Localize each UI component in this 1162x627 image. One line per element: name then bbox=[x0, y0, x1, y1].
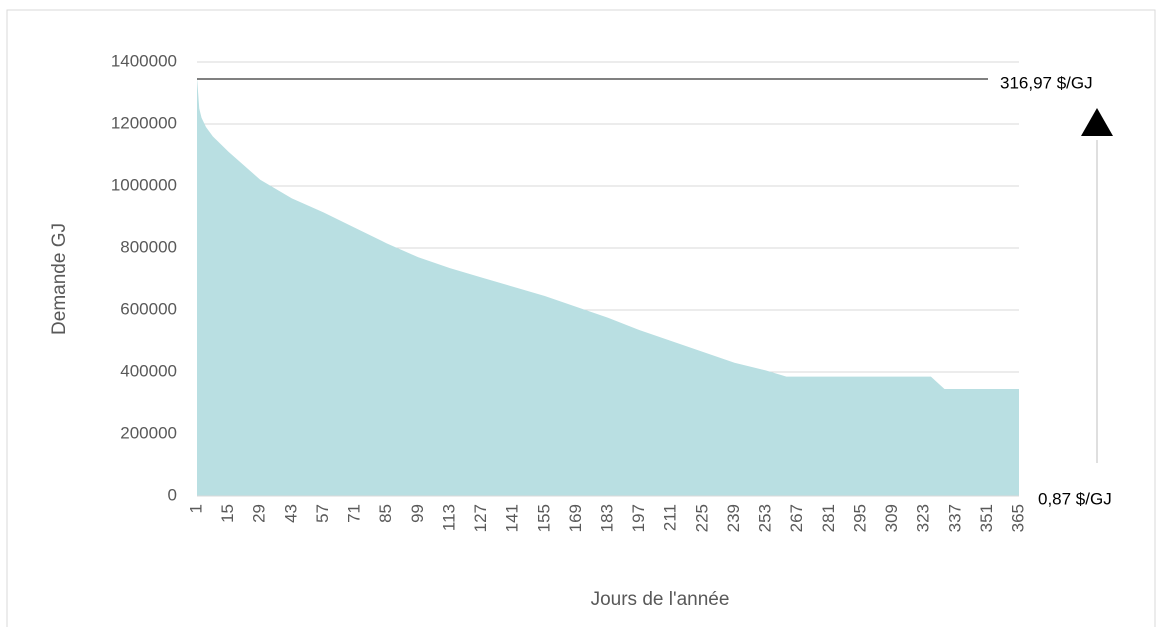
y-tick-label: 600000 bbox=[120, 299, 177, 318]
y-tick-label: 200000 bbox=[120, 423, 177, 442]
chart-frame bbox=[6, 9, 1156, 627]
x-tick-label: 309 bbox=[882, 504, 901, 532]
low-price-label: 0,87 $/GJ bbox=[1038, 489, 1112, 508]
demand-area bbox=[197, 77, 1019, 496]
x-tick-label: 183 bbox=[597, 504, 616, 532]
x-tick-label: 57 bbox=[313, 504, 332, 523]
price-arrow-head bbox=[1081, 108, 1113, 136]
x-tick-label: 71 bbox=[345, 504, 364, 523]
x-tick-label: 155 bbox=[534, 504, 553, 532]
x-tick-label: 253 bbox=[756, 504, 775, 532]
x-tick-label: 43 bbox=[281, 504, 300, 523]
x-tick-label: 225 bbox=[692, 504, 711, 532]
x-tick-label: 281 bbox=[819, 504, 838, 532]
x-tick-label: 239 bbox=[724, 504, 743, 532]
y-tick-label: 1200000 bbox=[111, 113, 177, 132]
x-tick-label: 323 bbox=[914, 504, 933, 532]
y-tick-label: 800000 bbox=[120, 237, 177, 256]
x-axis-label: Jours de l'année bbox=[591, 589, 730, 610]
y-axis-label: Demande GJ bbox=[49, 223, 70, 335]
y-tick-label: 0 bbox=[168, 485, 177, 504]
x-tick-label: 29 bbox=[250, 504, 269, 523]
high-price-label: 316,97 $/GJ bbox=[1000, 73, 1093, 92]
x-tick-label: 113 bbox=[439, 504, 458, 531]
x-tick-label: 197 bbox=[629, 504, 648, 532]
x-tick-label: 99 bbox=[408, 504, 427, 523]
x-tick-label: 127 bbox=[471, 504, 490, 532]
x-tick-label: 267 bbox=[787, 504, 806, 532]
x-tick-label: 337 bbox=[945, 504, 964, 532]
x-tick-label: 1 bbox=[186, 504, 205, 513]
y-tick-label: 1400000 bbox=[111, 51, 177, 70]
x-tick-label: 85 bbox=[376, 504, 395, 523]
x-tick-label: 365 bbox=[1008, 504, 1027, 532]
x-tick-label: 351 bbox=[977, 504, 996, 532]
x-tick-label: 295 bbox=[850, 504, 869, 532]
x-tick-label: 211 bbox=[661, 504, 680, 531]
x-tick-label: 141 bbox=[503, 504, 522, 532]
x-tick-label: 15 bbox=[218, 504, 237, 523]
y-tick-label: 1000000 bbox=[111, 175, 177, 194]
x-tick-label: 169 bbox=[566, 504, 585, 532]
y-tick-label: 400000 bbox=[120, 361, 177, 380]
